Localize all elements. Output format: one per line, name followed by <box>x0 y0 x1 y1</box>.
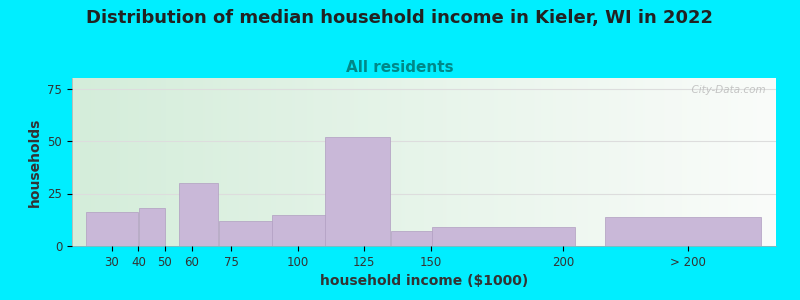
Y-axis label: households: households <box>28 117 42 207</box>
Bar <box>218 221 284 246</box>
Bar <box>391 231 457 246</box>
Text: All residents: All residents <box>346 60 454 75</box>
Bar <box>86 212 138 246</box>
Bar <box>272 214 337 246</box>
X-axis label: household income ($1000): household income ($1000) <box>320 274 528 288</box>
Bar <box>138 208 165 246</box>
Text: City-Data.com: City-Data.com <box>685 85 766 95</box>
Bar <box>432 227 575 246</box>
Text: Distribution of median household income in Kieler, WI in 2022: Distribution of median household income … <box>86 9 714 27</box>
Bar <box>178 183 218 246</box>
Bar <box>325 137 390 246</box>
Bar <box>605 217 761 246</box>
